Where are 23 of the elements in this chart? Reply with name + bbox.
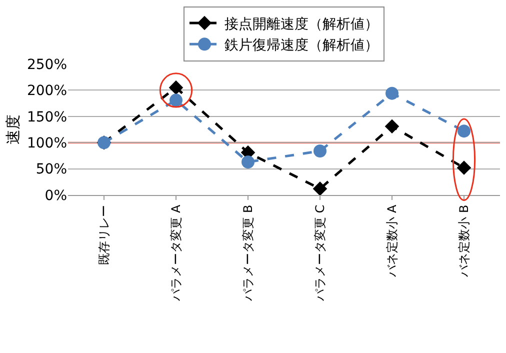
x-tick-label: バネ定数小 A bbox=[384, 204, 399, 278]
point bbox=[242, 155, 254, 168]
x-tick-label: パラメータ変更 B bbox=[240, 204, 255, 302]
point bbox=[386, 86, 398, 100]
x-tick-label: パラメータ変更 A bbox=[168, 204, 183, 302]
y-axis-title: 速度 bbox=[4, 114, 22, 144]
legend-label: 鉄片復帰速度（解析値） bbox=[224, 38, 378, 54]
y-tick-label: 250% bbox=[26, 56, 67, 73]
point bbox=[458, 124, 470, 138]
point bbox=[384, 119, 400, 134]
y-tick-label: 200% bbox=[26, 83, 67, 100]
point bbox=[170, 94, 182, 107]
point bbox=[312, 182, 328, 196]
y-tick-label: 0% bbox=[44, 188, 67, 204]
y-tick-label: 50% bbox=[36, 162, 67, 178]
x-tick-label: 既存リレー bbox=[96, 204, 111, 265]
y-tick-label: 150% bbox=[26, 109, 67, 126]
y-tick-label: 100% bbox=[26, 136, 67, 152]
point bbox=[456, 160, 472, 175]
x-tick-label: パラメータ変更 C bbox=[312, 204, 327, 302]
legend-label: 接点開離速度（解析値） bbox=[224, 16, 378, 32]
point bbox=[314, 144, 326, 158]
x-tick-label: バネ定数小 B bbox=[456, 204, 471, 278]
